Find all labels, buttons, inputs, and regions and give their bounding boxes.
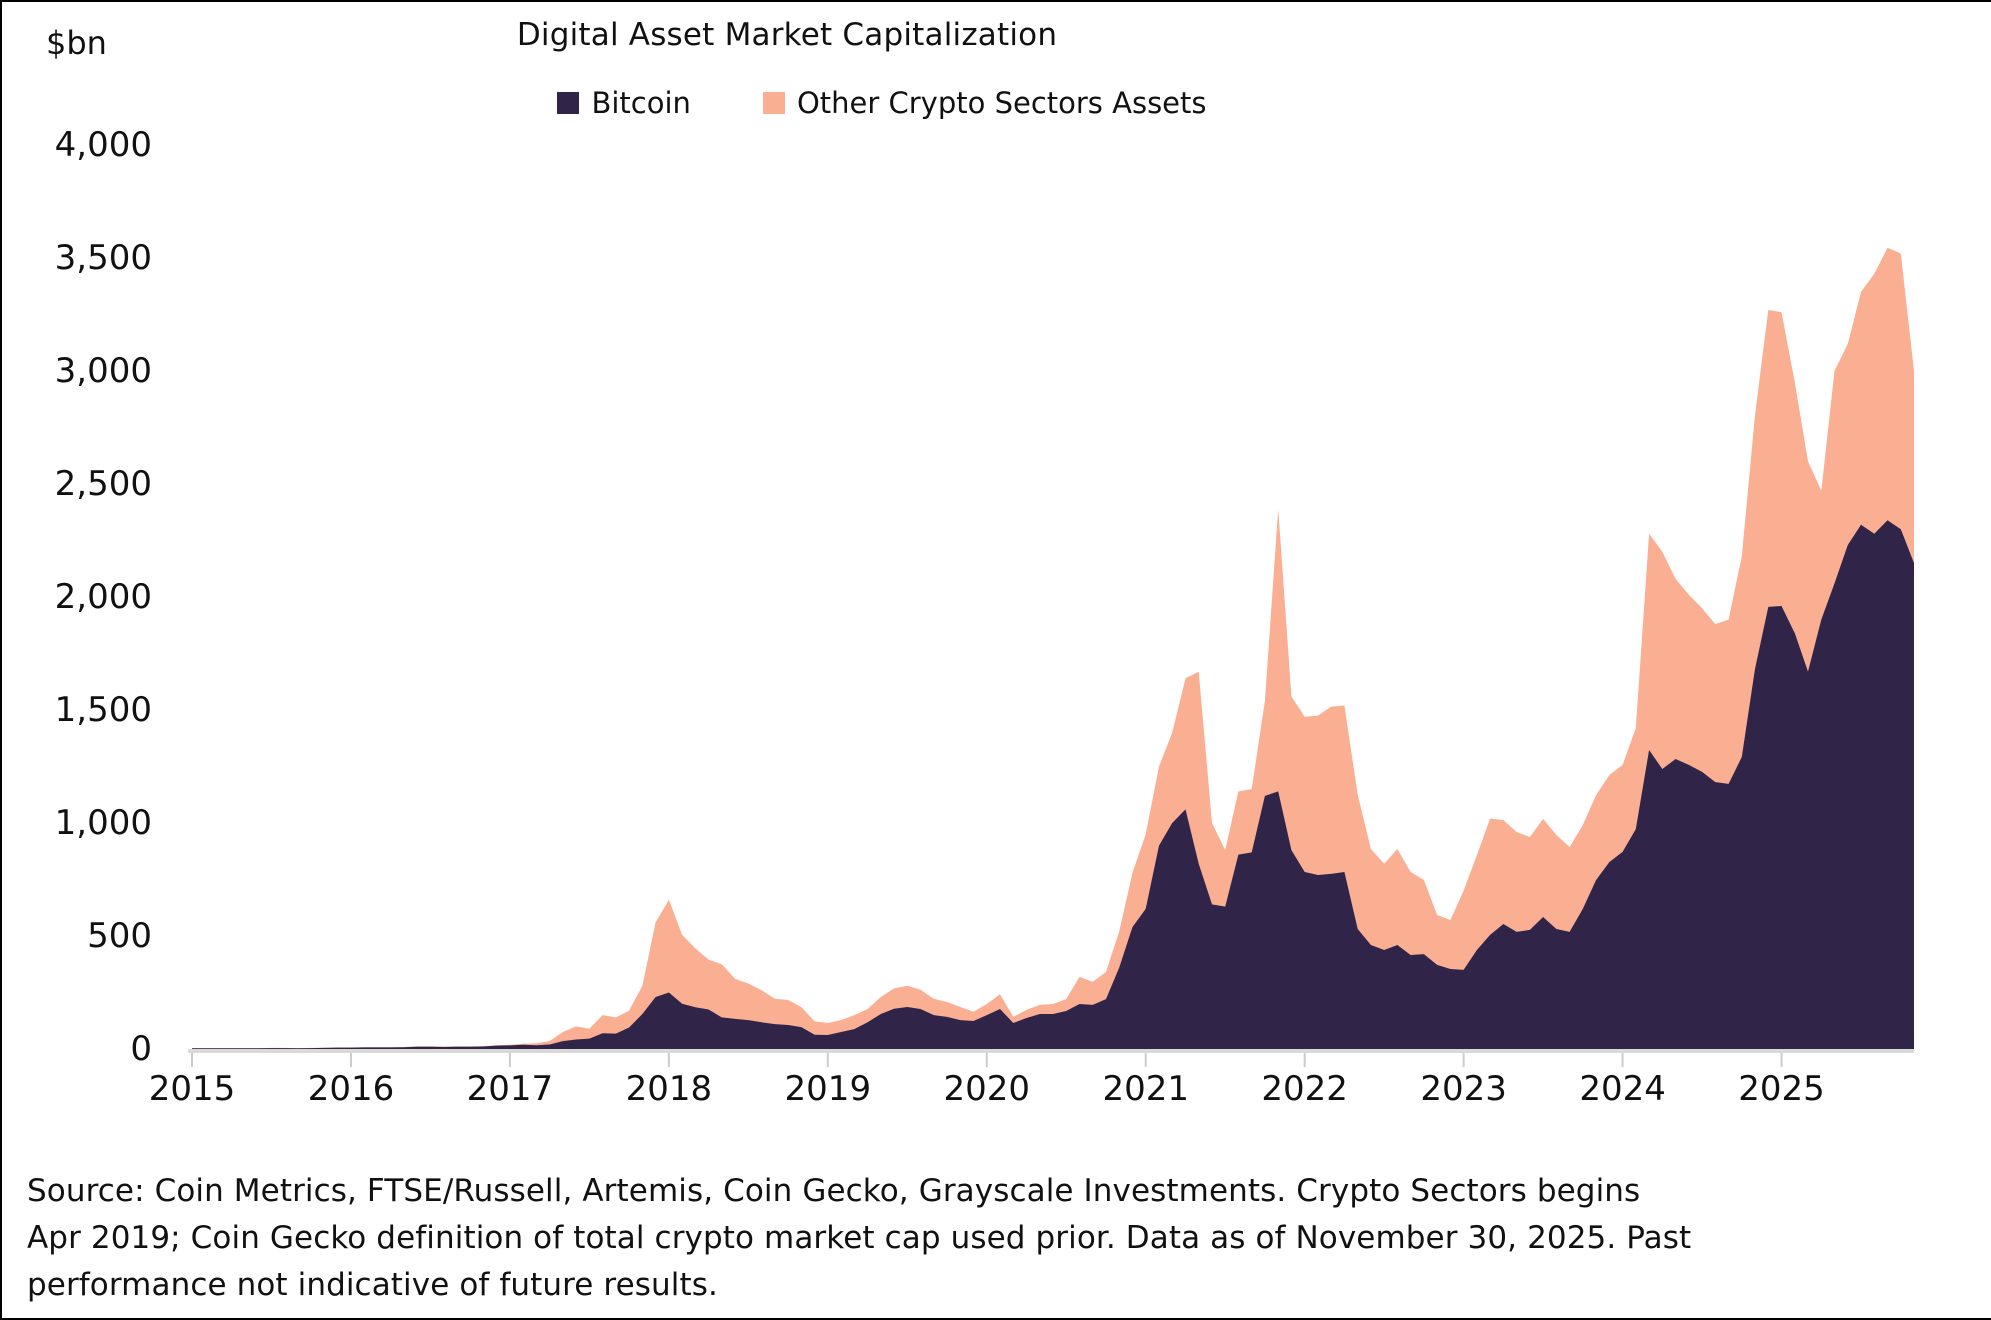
legend-label: Bitcoin [591,86,691,120]
x-axis-tick-label: 2022 [1261,1069,1348,1109]
y-axis-tick-label: 1,500 [54,690,152,730]
other-crypto-swatch-icon [762,92,785,114]
y-axis-tick-label: 2,500 [54,464,152,504]
x-axis-tick-label: 2024 [1579,1069,1666,1109]
bitcoin-area [192,520,1914,1049]
x-axis-tick-label: 2018 [625,1069,713,1109]
legend-label: Other Crypto Sectors Assets [796,86,1207,120]
legend-item-other-crypto: Other Crypto Sectors Assets [762,86,1207,120]
source-line: Apr 2019; Coin Gecko definition of total… [27,1220,1692,1256]
y-axis-tick-label: 4,000 [54,125,152,165]
y-axis-tick-label: 500 [87,916,152,956]
y-axis-tick-label: 3,500 [54,238,152,278]
legend-item-bitcoin: Bitcoin [557,86,691,120]
y-axis-tick-label: 2,000 [54,577,152,617]
x-axis-tick-label: 2023 [1420,1069,1507,1109]
y-axis-tick-label: 3,000 [54,351,152,391]
x-axis-tick-label: 2025 [1738,1069,1825,1109]
y-axis-tick-label: 0 [130,1029,152,1069]
source-line: Source: Coin Metrics, FTSE/Russell, Arte… [27,1173,1641,1209]
y-axis-tick-label: 1,000 [54,803,152,843]
other-crypto-area [192,247,1914,1050]
chart-title: Digital Asset Market Capitalization [516,17,1058,53]
x-axis-tick-label: 2019 [784,1069,872,1109]
x-axis-tick-label: 2016 [307,1069,395,1109]
chart-legend: Bitcoin Other Crypto Sectors Assets [2,86,1762,120]
x-axis-tick-label: 2021 [1102,1069,1189,1109]
x-axis-tick-label: 2020 [943,1069,1031,1109]
x-axis-tick-label: 2017 [466,1069,554,1109]
x-axis-tick-label: 2015 [148,1069,236,1109]
y-axis-unit-label: $bn [46,24,107,62]
source-note: Source: Coin Metrics, FTSE/Russell, Arte… [27,1168,1957,1309]
source-line: performance not indicative of future res… [27,1267,718,1303]
bitcoin-swatch-icon [557,92,580,114]
